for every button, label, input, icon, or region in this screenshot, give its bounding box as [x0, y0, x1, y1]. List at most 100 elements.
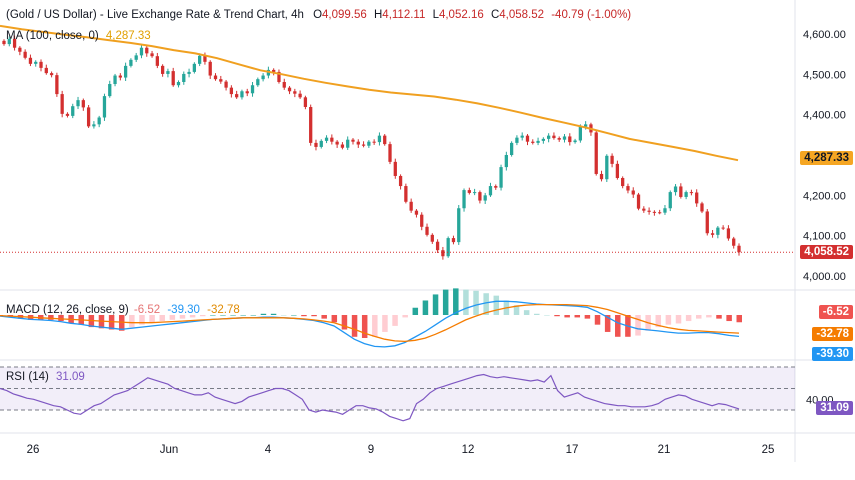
x-tick-label: 25 — [762, 444, 775, 456]
macd-histogram-bar — [544, 315, 550, 316]
candle-body — [229, 87, 234, 95]
candle-body — [700, 203, 704, 212]
chart-header: (Gold / US Dollar) - Live Exchange Rate … — [6, 9, 631, 21]
macd-histogram-bar — [382, 315, 388, 332]
candle-body — [356, 141, 360, 145]
candle-body — [324, 137, 329, 141]
candle-body — [81, 100, 85, 108]
candle-body — [49, 73, 54, 76]
candle-body — [536, 140, 540, 143]
candle-body — [695, 192, 699, 204]
macd-histogram-bar — [58, 315, 64, 322]
x-tick-label: 26 — [27, 444, 40, 456]
rsi-value: 31.09 — [56, 371, 85, 383]
candle-body — [494, 186, 498, 188]
candle-body — [272, 69, 276, 72]
macd-histogram-bar — [422, 300, 429, 315]
macd-histogram-bar — [442, 289, 449, 315]
macd-hist-value: -6.52 — [133, 304, 161, 316]
candle-body — [12, 38, 17, 48]
candle-body — [346, 139, 350, 148]
ohlc-close: 4,058.52 — [499, 9, 545, 21]
ma-legend[interactable]: MA (100, close, 0) 4,287.33 — [6, 30, 151, 42]
candle-body — [309, 107, 313, 143]
macd-histogram-bar — [696, 315, 702, 319]
candle-body — [673, 186, 678, 193]
candle-body — [414, 210, 419, 215]
macd-histogram-bar — [210, 315, 216, 316]
macd-histogram-bar — [483, 293, 489, 315]
candle-body — [2, 40, 6, 45]
candle-body — [668, 192, 672, 209]
price-tick-label: 4,500.00 — [803, 69, 846, 81]
price-tick-label: 4,600.00 — [803, 29, 846, 41]
candle-body — [282, 81, 286, 88]
rsi-legend[interactable]: RSI (14) 31.09 — [6, 371, 85, 383]
macd-histogram-bar — [291, 315, 297, 316]
candle-body — [541, 138, 545, 141]
candle-body — [705, 211, 709, 234]
candle-body — [314, 142, 318, 147]
macd-histogram-bar — [584, 315, 591, 319]
macd-legend[interactable]: MACD (12, 26, close, 9) -6.52 -39.30 -32… — [6, 304, 240, 316]
candle-body — [562, 136, 567, 140]
candle-body — [86, 107, 91, 127]
ma-label: MA (100, close, 0) — [6, 30, 99, 42]
candle-body — [451, 238, 456, 243]
macd-histogram-bar — [361, 315, 368, 338]
macd-histogram-bar — [341, 315, 348, 330]
candle-body — [488, 186, 493, 196]
ma-100-line — [0, 24, 739, 162]
macd-histogram-bar — [685, 315, 692, 322]
candle-body — [203, 55, 207, 62]
macd-histogram-bar — [118, 315, 125, 331]
macd-histogram-bar — [220, 315, 226, 316]
macd-histogram-bar — [716, 315, 722, 319]
candle-body — [123, 65, 128, 78]
candle-body — [557, 138, 561, 140]
candle-body — [594, 132, 598, 174]
candle-body — [393, 161, 397, 176]
macd-signal-value: -32.78 — [207, 304, 240, 316]
candle-body — [509, 142, 514, 155]
candle-body — [531, 141, 535, 143]
candle-body — [245, 91, 249, 94]
macd-histogram-bar — [513, 305, 520, 315]
x-tick-label: Jun — [160, 444, 179, 456]
macd-hist-badge: -6.52 — [818, 305, 853, 319]
candle-body — [277, 71, 281, 82]
candle-body — [552, 135, 556, 139]
candle-body — [335, 141, 339, 145]
candle-body — [166, 71, 170, 74]
candle-body — [499, 167, 503, 188]
macd-histogram-bar — [159, 315, 165, 322]
candle-body — [435, 241, 440, 251]
ma-line — [0, 24, 739, 162]
macd-histogram-bar — [149, 315, 155, 323]
candle-body — [34, 61, 38, 64]
candle-body — [224, 81, 228, 88]
macd-histogram-bar — [574, 315, 581, 318]
macd-histogram-bar — [463, 289, 469, 315]
ohlc-low: 4,052.16 — [438, 9, 484, 21]
macd-label: MACD (12, 26, close, 9) — [6, 304, 129, 316]
candle-body — [361, 144, 366, 146]
candle-body — [573, 140, 577, 143]
candle-body — [319, 140, 323, 147]
price-tick-label: 4,100.00 — [803, 231, 846, 243]
candle-body — [404, 186, 408, 202]
candle-body — [383, 135, 387, 145]
candle-body — [737, 245, 741, 253]
ma-value: 4,287.33 — [105, 30, 151, 42]
macd-histogram-bar — [260, 313, 267, 315]
candle-body — [118, 75, 122, 78]
macd-line-value: -39.30 — [167, 304, 200, 316]
macd-histogram-bar — [604, 315, 611, 332]
candle-body — [726, 228, 731, 239]
candle-body — [23, 51, 27, 58]
candle-body — [71, 106, 75, 116]
candle-body — [213, 75, 218, 80]
candle-body — [261, 75, 265, 80]
candle-body — [139, 47, 144, 56]
